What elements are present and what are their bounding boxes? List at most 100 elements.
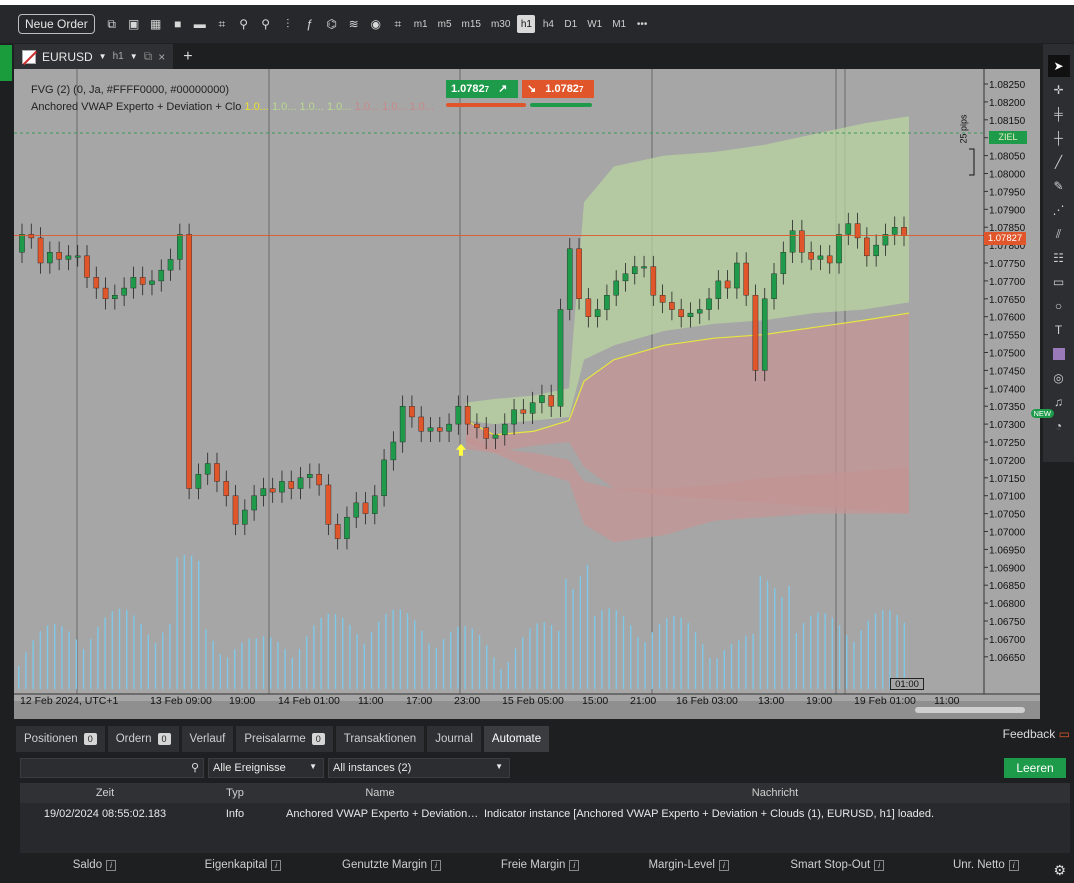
candle-body — [734, 262, 740, 289]
column-header-type[interactable]: Typ — [226, 787, 244, 799]
candle-body — [483, 427, 490, 439]
info-icon[interactable]: i — [874, 860, 885, 871]
info-icon[interactable]: i — [106, 860, 116, 871]
info-icon[interactable]: i — [1008, 860, 1019, 871]
chart-mode-icon[interactable]: ⧉ — [107, 16, 116, 31]
cursor-icon[interactable]: ➤ — [1047, 55, 1070, 77]
info-icon[interactable]: i — [569, 860, 580, 871]
tab-price-alerts[interactable]: Preisalarme 0 — [236, 726, 333, 752]
account-field-label: Saldo — [72, 859, 103, 871]
tab-orders[interactable]: Ordern 0 — [107, 726, 179, 752]
chart-settings-icon[interactable]: ⌗ — [394, 16, 402, 31]
buy-button[interactable]: ↘ 1.07827 — [522, 80, 594, 98]
volume-bar — [745, 635, 747, 689]
timer-icon[interactable]: NEW ◔ — [1030, 409, 1070, 437]
rectangle-icon[interactable]: ▭ — [1052, 275, 1065, 289]
volume-bar — [860, 630, 862, 689]
timeframe-m1[interactable]: m1 — [413, 18, 428, 30]
text-icon[interactable]: T — [1054, 323, 1063, 337]
info-icon[interactable]: i — [718, 860, 729, 871]
channel-icon[interactable]: ☷ — [1053, 251, 1064, 265]
price-tick-label: 1.06700 — [989, 635, 1026, 646]
column-header-message[interactable]: Nachricht — [751, 787, 799, 799]
volume-bar — [514, 648, 517, 689]
timeframe-mn1[interactable]: M1 — [612, 18, 627, 30]
volume-bar — [212, 640, 214, 689]
indicators-icon[interactable]: ⫶ — [286, 16, 290, 31]
pencil-icon[interactable]: ✎ — [1053, 179, 1064, 193]
color-swatch-icon[interactable] — [1048, 343, 1070, 365]
price-tick-label: 1.07250 — [989, 438, 1026, 449]
tab-transactions[interactable]: Transaktionen — [335, 726, 425, 752]
chart-type-icon[interactable]: ⌗ — [218, 16, 226, 31]
camera-icon[interactable]: ◎ — [1053, 371, 1064, 385]
column-header-name[interactable]: Name — [365, 787, 395, 799]
horizontal-scrollbar[interactable] — [915, 707, 1025, 713]
account-used-margin: Genutzte Margin i — [317, 859, 466, 871]
tab-journal[interactable]: Journal — [427, 726, 481, 752]
close-icon[interactable]: × — [158, 49, 166, 64]
pitchfork-icon[interactable]: ⫽ — [1055, 226, 1062, 241]
timeframe-h4[interactable]: h4 — [542, 18, 554, 30]
vertical-line-icon[interactable]: ┼ — [1054, 131, 1063, 145]
timeframe-m30[interactable]: m30 — [490, 18, 511, 30]
price-chart[interactable]: 1.082501.082001.081501.081001.080501.080… — [14, 69, 1040, 719]
timeframe-h1[interactable]: h1 — [517, 15, 536, 33]
chevron-down-icon[interactable]: ▼ — [129, 52, 138, 61]
zoom-out-icon[interactable]: ⚲ — [261, 17, 271, 31]
main-toolbar: Neue Order ⧉ ▣ ▦ ■ ▬ ⌗ ⚲ ⚲ ⫶ ƒ ⌬ ≋ ◉ ⌗ m… — [0, 5, 1074, 43]
fx-icon[interactable]: ƒ — [306, 17, 314, 31]
eye-icon[interactable]: ◉ — [370, 17, 381, 31]
sell-button[interactable]: 1.07827 ↗ — [446, 80, 518, 98]
robot-icon[interactable]: ⌬ — [326, 17, 337, 31]
bell-icon[interactable]: ♫ — [1054, 395, 1063, 409]
price-tick-label: 1.08200 — [989, 98, 1026, 109]
tab-automate[interactable]: Automate — [483, 726, 550, 752]
split-layout-icon[interactable]: ▬ — [193, 17, 206, 31]
ellipse-icon[interactable]: ○ — [1054, 299, 1063, 313]
timeframe-w1[interactable]: W1 — [587, 18, 603, 30]
current-price-tag: 1.07827 — [984, 232, 1026, 245]
grid-4-icon[interactable]: ▦ — [150, 17, 162, 31]
search-input[interactable]: ⚲ — [20, 758, 204, 778]
candle-body — [845, 223, 852, 235]
tab-positions[interactable]: Positionen 0 — [16, 726, 105, 752]
indicator-label-vwap[interactable]: Anchored VWAP Experto + Deviation + Clo … — [31, 101, 434, 113]
timeframe-m15[interactable]: m15 — [461, 18, 481, 30]
fibonacci-icon[interactable]: ⋰ — [1052, 203, 1065, 217]
column-header-time[interactable]: Zeit — [95, 787, 115, 799]
candle-body — [511, 409, 517, 425]
info-icon[interactable]: i — [431, 860, 441, 871]
layers-icon[interactable]: ≋ — [348, 17, 359, 31]
timeframe-m5[interactable]: m5 — [437, 18, 452, 30]
instances-filter-select[interactable]: All instances (2) ▼ — [328, 758, 510, 778]
trend-line-icon[interactable]: ╱ — [1054, 155, 1063, 169]
volume-bar — [903, 622, 905, 689]
settings-gear-icon[interactable]: ⚙ — [1053, 862, 1066, 878]
horizontal-line-icon[interactable]: ╪ — [1054, 107, 1063, 121]
crosshair-icon[interactable]: ✛ — [1053, 83, 1064, 97]
add-tab-button[interactable]: + — [183, 47, 193, 65]
chevron-down-icon[interactable]: ▼ — [98, 52, 107, 61]
clear-button[interactable]: Leeren — [1004, 758, 1066, 778]
volume-bar — [104, 617, 106, 689]
target-tag[interactable]: ZIEL — [989, 131, 1027, 144]
chart-canvas[interactable]: 1.082501.082001.081501.081001.080501.080… — [14, 69, 1040, 719]
volume-bar — [75, 639, 77, 689]
table-row[interactable]: 19/02/2024 08:55:02.183 Info Anchored VW… — [20, 803, 1070, 825]
detach-icon[interactable]: ⧉ — [143, 49, 153, 63]
single-layout-icon[interactable]: ■ — [174, 17, 182, 31]
zoom-in-icon[interactable]: ⚲ — [239, 17, 249, 31]
events-filter-select[interactable]: Alle Ereignisse ▼ — [208, 758, 324, 778]
chart-tab-eurusd[interactable]: EURUSD ▼ h1 ▼ ⧉ × — [14, 44, 174, 69]
new-order-button[interactable]: Neue Order — [18, 14, 95, 34]
info-icon[interactable]: i — [271, 860, 282, 871]
indicator-label-fvg[interactable]: FVG (2) (0, Ja, #FFFF0000, #00000000) — [31, 84, 230, 96]
feedback-button[interactable]: Feedback ▭ — [1003, 727, 1070, 741]
more-options-button[interactable]: ••• — [636, 18, 648, 30]
tab-history[interactable]: Verlauf — [181, 726, 234, 752]
volume-bar — [126, 610, 128, 689]
layout-icon[interactable]: ▣ — [128, 17, 140, 31]
timeframe-d1[interactable]: D1 — [564, 18, 578, 30]
chevron-down-icon: ▼ — [309, 762, 317, 771]
